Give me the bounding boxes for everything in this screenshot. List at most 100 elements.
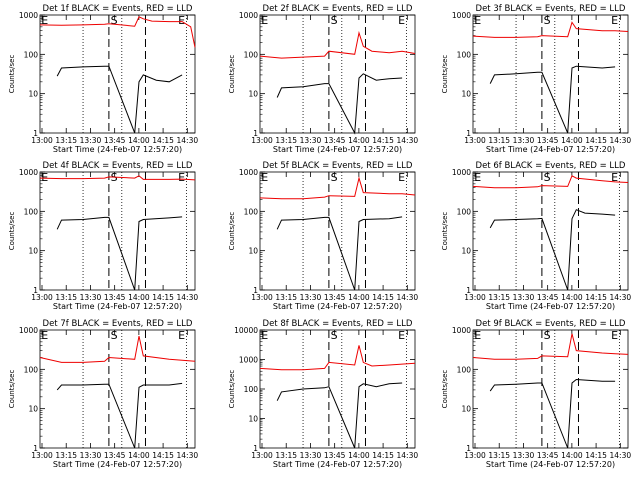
x-tick-label: 13:30 — [513, 451, 535, 460]
x-tick-label: 13:00 — [251, 451, 273, 460]
region-marker-label: E — [398, 14, 405, 27]
y-axis-label: Counts/sec — [441, 212, 449, 251]
events-series-line — [56, 65, 183, 134]
x-tick-label: 13:15 — [55, 451, 77, 460]
x-tick-label: 14:30 — [397, 293, 419, 302]
x-tick-label: 13:15 — [488, 293, 510, 302]
lld-series-line — [39, 175, 196, 181]
x-axis-label: Start Time (24-Feb-07 12:57:20) — [486, 145, 615, 154]
y-tick-label: 1 — [33, 286, 38, 295]
events-series-line — [276, 216, 403, 291]
region-marker-label: E — [261, 329, 268, 342]
y-tick-label: 1000 — [239, 11, 258, 20]
panel-title: Det 4f BLACK = Events, RED = LLD — [43, 161, 193, 171]
y-axis-label: Counts/sec — [8, 370, 16, 409]
y-tick-label: 100 — [244, 385, 259, 394]
region-marker-label: E — [398, 171, 405, 184]
region-marker-label: E — [178, 329, 185, 342]
x-axis-label: Start Time (24-Feb-07 12:57:20) — [486, 302, 615, 311]
x-axis-label: Start Time (24-Feb-07 12:57:20) — [273, 460, 402, 469]
region-marker-label: E — [611, 14, 618, 27]
x-tick-label: 13:45 — [104, 136, 126, 145]
x-tick-label: 13:30 — [80, 136, 102, 145]
region-marker-label: S — [331, 171, 338, 184]
x-tick-label: 13:45 — [104, 293, 126, 302]
y-tick-label: 1 — [466, 129, 471, 138]
x-tick-label: 13:15 — [275, 451, 297, 460]
x-tick-label: 14:30 — [610, 451, 632, 460]
lld-series-line — [472, 21, 629, 38]
x-tick-label: 13:30 — [80, 451, 102, 460]
region-marker-label: E — [474, 329, 481, 342]
events-series-line — [56, 216, 183, 291]
y-tick-label: 10 — [248, 247, 258, 256]
x-tick-label: 14:15 — [152, 136, 174, 145]
panel-title: Det 7f BLACK = Events, RED = LLD — [43, 319, 193, 329]
x-tick-label: 13:45 — [537, 293, 559, 302]
x-tick-label: 13:15 — [275, 293, 297, 302]
x-tick-label: 13:00 — [464, 136, 486, 145]
y-tick-label: 10 — [248, 90, 258, 99]
region-marker-label: E — [474, 171, 481, 184]
x-tick-label: 13:15 — [275, 136, 297, 145]
panel-title: Det 8f BLACK = Events, RED = LLD — [263, 319, 413, 329]
y-tick-label: 1 — [466, 286, 471, 295]
lld-series-line — [39, 16, 196, 48]
events-series-line — [489, 65, 616, 134]
x-tick-label: 13:15 — [488, 136, 510, 145]
region-marker-label: S — [544, 14, 551, 27]
x-tick-label: 14:00 — [348, 293, 370, 302]
lld-series-line — [259, 345, 416, 371]
region-marker-label: E — [611, 329, 618, 342]
x-tick-label: 14:00 — [348, 136, 370, 145]
x-axis-label: Start Time (24-Feb-07 12:57:20) — [486, 460, 615, 469]
y-tick-label: 1 — [33, 444, 38, 453]
region-marker-label: S — [544, 329, 551, 342]
x-tick-label: 14:30 — [177, 451, 199, 460]
x-tick-label: 14:00 — [561, 451, 583, 460]
lld-series-line — [472, 175, 629, 189]
x-tick-label: 14:30 — [397, 136, 419, 145]
y-tick-label: 1000 — [19, 168, 38, 177]
y-tick-label: 1000 — [19, 326, 38, 335]
region-marker-label: S — [544, 171, 551, 184]
y-axis-label: Counts/sec — [228, 212, 236, 251]
y-tick-label: 10 — [461, 90, 471, 99]
x-tick-label: 13:00 — [31, 293, 53, 302]
x-tick-label: 14:30 — [177, 293, 199, 302]
y-tick-label: 1000 — [452, 326, 471, 335]
x-tick-label: 13:00 — [251, 293, 273, 302]
region-marker-label: E — [261, 14, 268, 27]
x-tick-label: 13:45 — [324, 136, 346, 145]
region-marker-label: S — [111, 329, 118, 342]
x-tick-label: 13:45 — [537, 136, 559, 145]
x-axis-label: Start Time (24-Feb-07 12:57:20) — [273, 302, 402, 311]
x-tick-label: 14:15 — [585, 451, 607, 460]
x-tick-label: 13:30 — [513, 136, 535, 145]
plot-frame — [472, 14, 629, 134]
y-axis-label: Counts/sec — [441, 370, 449, 409]
y-tick-label: 100 — [24, 50, 39, 59]
region-marker-label: E — [398, 329, 405, 342]
region-marker-label: S — [331, 14, 338, 27]
x-tick-label: 13:30 — [300, 293, 322, 302]
lld-series-line — [39, 335, 196, 363]
x-tick-label: 13:00 — [464, 293, 486, 302]
panel-title: Det 9f BLACK = Events, RED = LLD — [476, 319, 626, 329]
x-tick-label: 14:30 — [397, 451, 419, 460]
region-marker-label: S — [111, 14, 118, 27]
x-tick-label: 13:15 — [55, 293, 77, 302]
x-axis-label: Start Time (24-Feb-07 12:57:20) — [53, 460, 182, 469]
x-tick-label: 14:15 — [152, 293, 174, 302]
y-tick-label: 10 — [248, 415, 258, 424]
panel-title: Det 2f BLACK = Events, RED = LLD — [263, 4, 413, 14]
plot-frame — [472, 329, 629, 449]
